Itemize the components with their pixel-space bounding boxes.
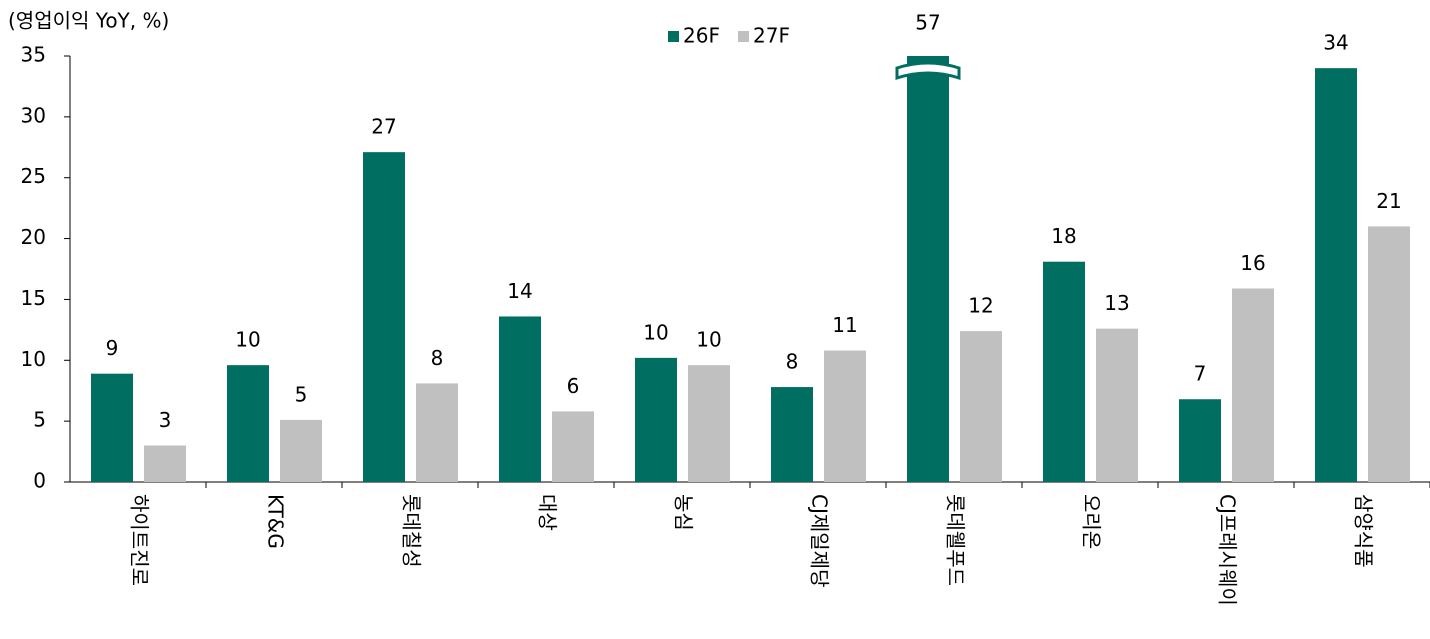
data-label: 21	[1376, 189, 1401, 213]
y-tick-label: 0	[33, 469, 46, 493]
bar	[824, 350, 866, 482]
y-tick-label: 10	[21, 347, 46, 371]
y-tick-label: 20	[21, 225, 46, 249]
data-label: 57	[915, 11, 940, 35]
bar	[91, 373, 133, 482]
y-tick-label: 35	[21, 43, 46, 67]
bar	[771, 387, 813, 482]
data-label: 12	[968, 294, 993, 318]
data-label: 10	[643, 320, 668, 344]
data-label: 34	[1323, 31, 1348, 55]
x-tick-label: 롯데칠성	[400, 494, 424, 568]
bar	[552, 411, 594, 482]
bar	[1315, 68, 1357, 482]
data-label: 13	[1104, 291, 1129, 315]
legend-swatch	[738, 31, 749, 42]
data-label: 14	[507, 279, 532, 303]
data-label: 8	[786, 350, 799, 374]
x-tick-label: 하이트진로	[128, 494, 152, 586]
y-tick-label: 5	[33, 408, 46, 432]
x-tick-label: 오리온	[1080, 494, 1104, 549]
data-label: 18	[1051, 224, 1076, 248]
axis-break	[895, 61, 961, 81]
bar	[1232, 288, 1274, 482]
bar	[1368, 226, 1410, 482]
data-label: 5	[295, 382, 308, 406]
data-label: 6	[567, 374, 580, 398]
data-label: 10	[696, 328, 721, 352]
y-tick-label: 30	[21, 103, 46, 127]
bar	[499, 316, 541, 482]
legend-label: 26F	[683, 24, 720, 48]
data-label: 7	[1194, 362, 1207, 386]
bar	[280, 419, 322, 482]
x-tick-label: KT&G	[264, 494, 288, 549]
x-tick-label: 농심	[672, 494, 696, 531]
x-tick-label: CJ프레시웨이	[1216, 494, 1240, 606]
bar	[907, 56, 949, 482]
bar	[635, 357, 677, 482]
chart-title: (영업이익 YoY, %)	[8, 9, 169, 33]
bar	[960, 331, 1002, 482]
bar	[144, 445, 186, 482]
data-label: 8	[431, 346, 444, 370]
legend-swatch	[668, 31, 679, 42]
bar	[1096, 328, 1138, 482]
bar	[688, 365, 730, 482]
bar	[1043, 261, 1085, 482]
y-tick-label: 25	[21, 164, 46, 188]
y-tick-label: 15	[21, 286, 46, 310]
bar	[1179, 399, 1221, 482]
data-label: 11	[832, 313, 857, 337]
legend-label: 27F	[753, 24, 790, 48]
x-tick-label: 대상	[536, 494, 560, 531]
data-label: 10	[235, 328, 260, 352]
data-label: 9	[106, 336, 119, 360]
x-tick-label: CJ제일제당	[808, 494, 832, 587]
x-tick-label: 삼양식품	[1352, 494, 1376, 568]
x-tick-label: 롯데웰푸드	[944, 494, 968, 586]
bar	[363, 152, 405, 482]
data-label: 3	[159, 408, 172, 432]
bar	[227, 365, 269, 482]
data-label: 16	[1240, 251, 1265, 275]
data-label: 27	[371, 115, 396, 139]
bar	[416, 383, 458, 482]
